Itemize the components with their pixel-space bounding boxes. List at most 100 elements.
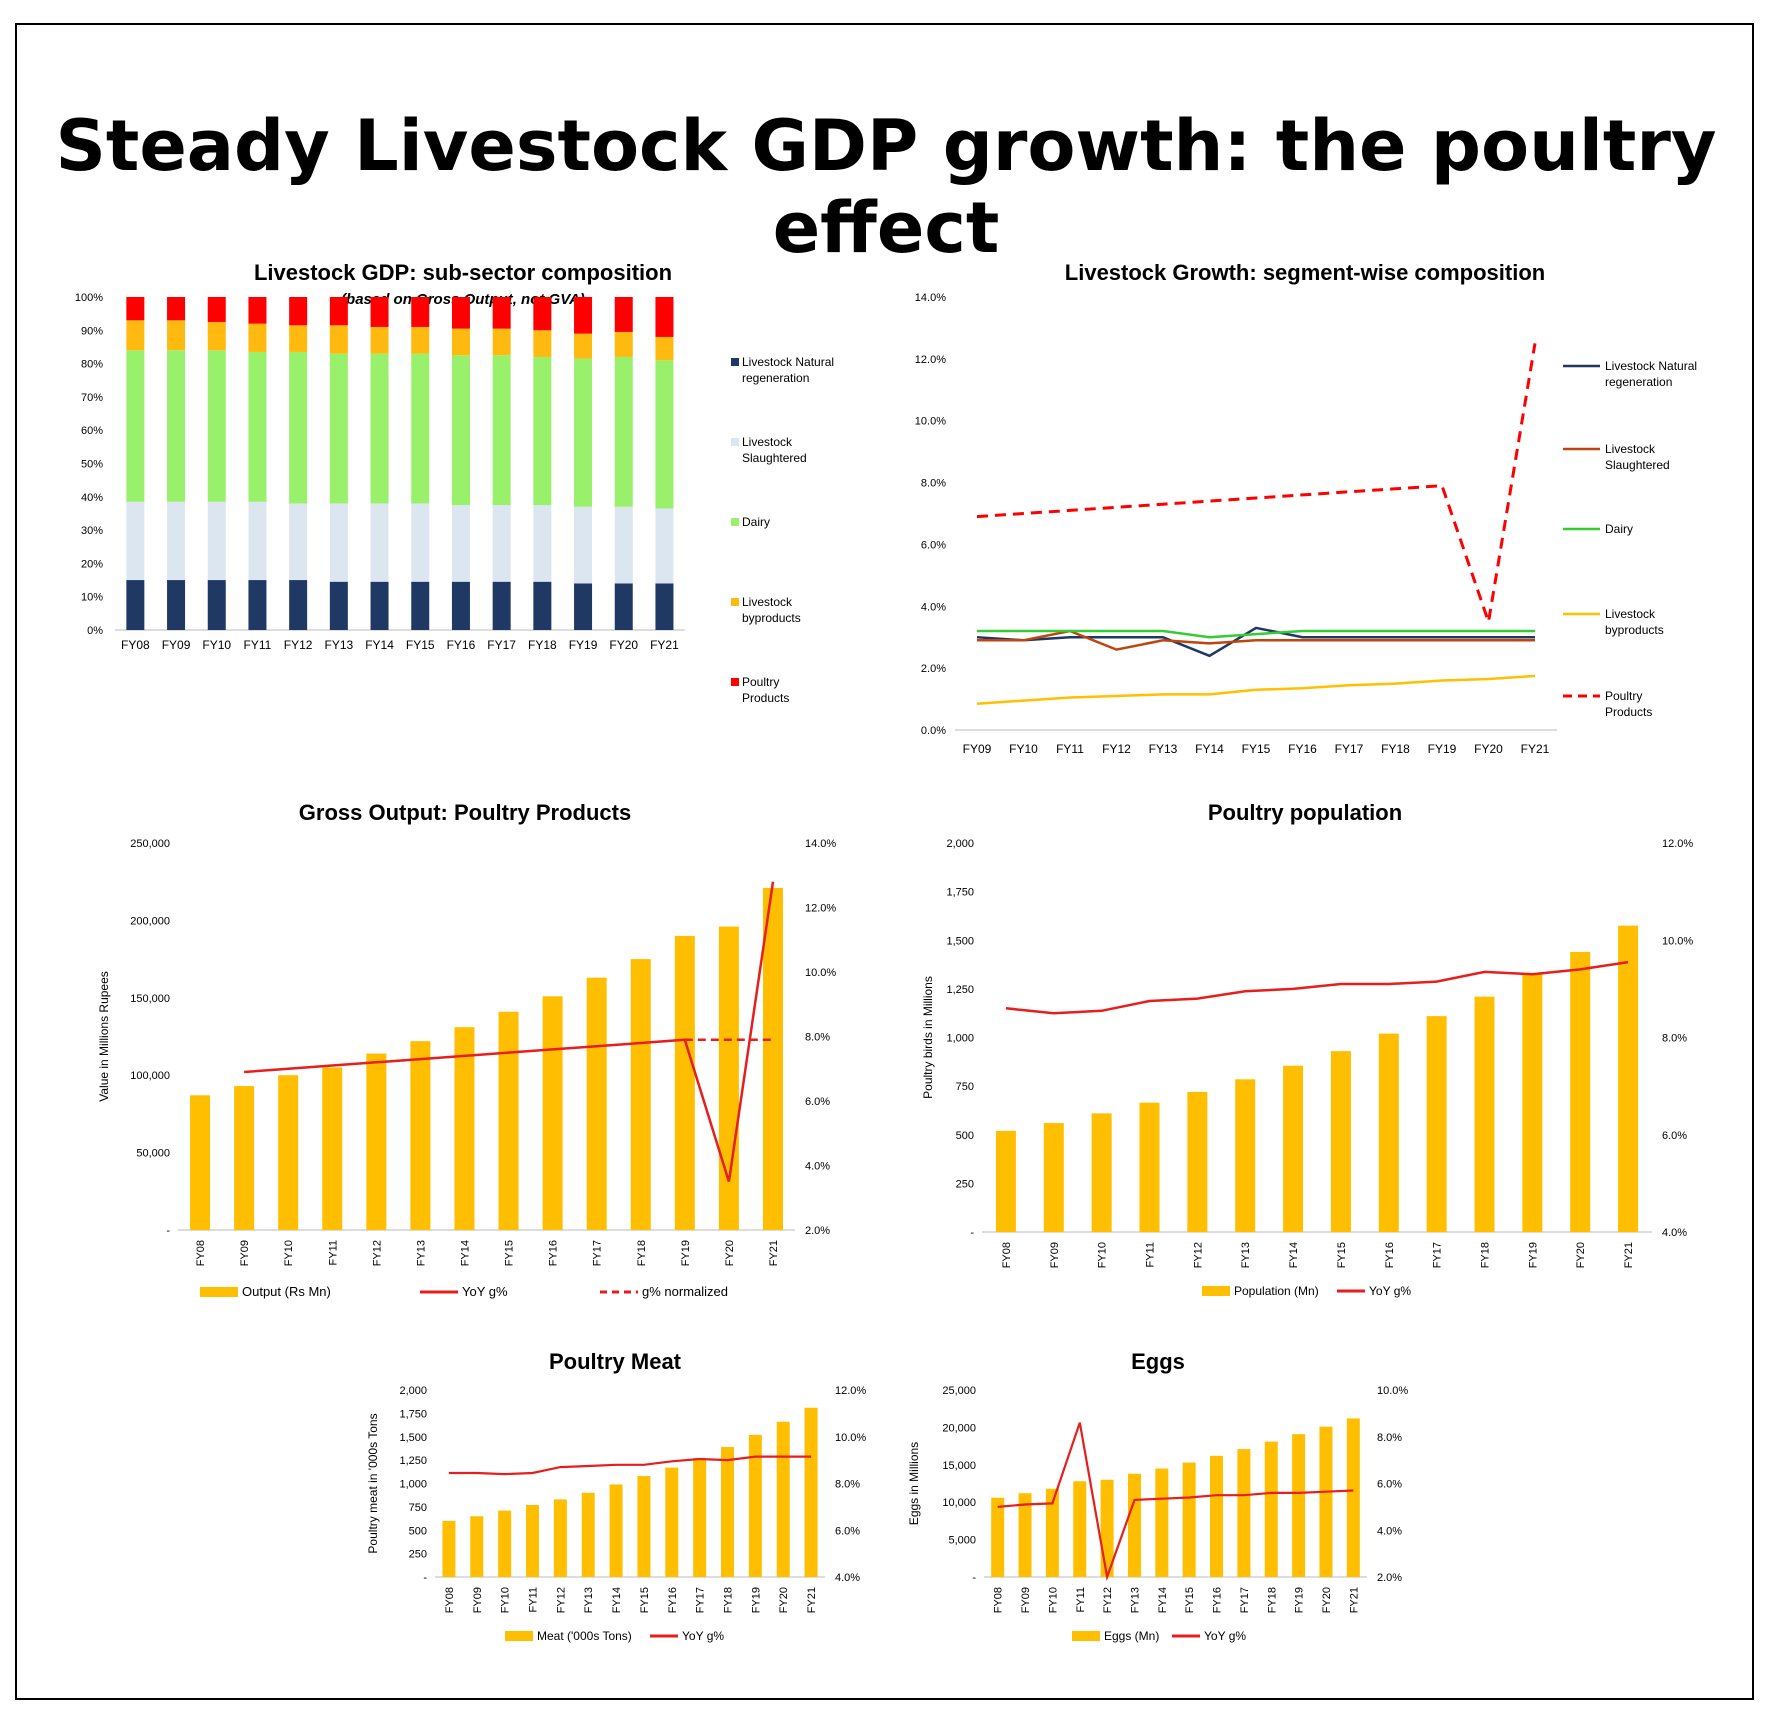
y-tick-label: 1,000 [399, 1479, 427, 1491]
legend-label: YoY g% [1204, 1629, 1246, 1643]
legend-label: Livestock [742, 595, 793, 609]
legend-label: Livestock Natural [742, 355, 834, 369]
y2-tick-label: 8.0% [1662, 1033, 1687, 1045]
bar [410, 1041, 431, 1230]
y-tick-label: 10% [81, 592, 103, 604]
y-tick-label: - [423, 1572, 427, 1584]
bar [1346, 1418, 1360, 1577]
bar [1330, 1051, 1351, 1232]
bar-segment-poultry-products [655, 297, 674, 337]
bar [748, 1434, 762, 1577]
x-tick-label: FY15 [406, 638, 435, 652]
bar [586, 977, 607, 1230]
bar-segment-livestock-slaughtered [492, 505, 511, 582]
bar [366, 1053, 387, 1230]
chart-title: Eggs [1131, 1349, 1185, 1374]
x-tick-label: FY19 [569, 638, 598, 652]
bar-segment-dairy [655, 360, 674, 509]
bar-segment-dairy [207, 350, 226, 502]
bar [804, 1407, 818, 1577]
x-tick-label: FY19 [680, 1240, 692, 1266]
x-tick-label: FY16 [1384, 1242, 1396, 1268]
chart-meat: Poultry Meat - 250 500 750 1,000 1,250 1,500 1,7… [366, 1349, 866, 1643]
bar-segment-poultry-products [207, 297, 226, 322]
legend-label: Slaughtered [742, 451, 807, 465]
bar [581, 1492, 595, 1577]
y-tick-label: 50% [81, 459, 103, 471]
x-tick-label: FY09 [1020, 1587, 1032, 1613]
y-tick-label: 250,000 [130, 838, 170, 850]
x-tick-label: FY12 [1102, 1587, 1114, 1613]
x-tick-label: FY17 [1335, 742, 1364, 756]
legend-label: regeneration [1605, 375, 1672, 389]
x-tick-label: FY11 [1075, 1587, 1087, 1612]
bar-segment-livestock-byproducts [492, 328, 511, 356]
chart-title: Poultry population [1208, 800, 1402, 825]
page-title: Steady Livestock GDP growth: the poultry… [55, 105, 1717, 269]
x-tick-label: FY20 [609, 638, 638, 652]
bar-segment-livestock-natural-regeneration [451, 581, 470, 630]
x-tick-label: FY15 [504, 1240, 516, 1266]
legend-swatch [1202, 1286, 1230, 1296]
y2-tick-label: 4.0% [1662, 1227, 1687, 1239]
x-tick-label: FY21 [1623, 1242, 1635, 1268]
bar [442, 1520, 456, 1577]
bar-segment-dairy [329, 353, 348, 504]
x-tick-label: FY14 [1157, 1587, 1169, 1613]
bar-segment-poultry-products [167, 297, 186, 321]
y2-tick-label: 12.0% [835, 1385, 866, 1397]
y2-tick-label: 2.0% [1377, 1572, 1402, 1584]
bar-segment-poultry-products [248, 297, 267, 324]
x-tick-label: FY12 [284, 638, 313, 652]
bar-segment-dairy [126, 350, 145, 502]
x-tick-label: FY21 [768, 1240, 780, 1266]
y-tick-label: 30% [81, 525, 103, 537]
x-tick-label: FY11 [528, 1587, 540, 1612]
bar [991, 1497, 1005, 1577]
bar-segment-livestock-natural-regeneration [492, 581, 511, 630]
bar-segment-livestock-slaughtered [533, 505, 552, 582]
x-tick-label: FY20 [778, 1587, 790, 1613]
bar [1570, 951, 1591, 1232]
bar-segment-dairy [370, 353, 389, 504]
y-tick-label: 14.0% [915, 292, 946, 304]
x-tick-label: FY13 [415, 1240, 427, 1266]
x-tick-label: FY13 [325, 638, 354, 652]
x-tick-label: FY09 [1049, 1242, 1061, 1268]
y-tick-label: 0.0% [921, 725, 946, 737]
bar [1155, 1468, 1169, 1577]
bar [498, 1011, 519, 1230]
x-tick-label: FY12 [371, 1240, 383, 1266]
y2-tick-label: 14.0% [805, 838, 836, 850]
y-tick-label: 10,000 [942, 1497, 976, 1509]
bar-segment-dairy [289, 351, 308, 504]
series-line-livestock-natural-regeneration [976, 626, 1535, 658]
bar [1018, 1493, 1032, 1577]
legend-label: YoY g% [462, 1284, 508, 1299]
x-tick-label: FY08 [195, 1240, 207, 1266]
bar-segment-livestock-natural-regeneration [289, 580, 308, 630]
bar [1045, 1488, 1059, 1577]
bar-segment-livestock-slaughtered [655, 508, 674, 584]
y-tick-label: - [972, 1572, 976, 1584]
bar [721, 1447, 734, 1577]
bar [1182, 1462, 1196, 1577]
y-tick-label: 2,000 [946, 838, 974, 850]
legend-label: Products [742, 691, 789, 705]
bar-segment-dairy [533, 356, 552, 506]
series-line-yoy-g [448, 1455, 812, 1476]
y-tick-label: 1,750 [946, 887, 974, 899]
bar [718, 926, 739, 1230]
x-tick-label: FY19 [1294, 1587, 1306, 1613]
x-tick-label: FY21 [1521, 742, 1550, 756]
x-tick-label: FY19 [1428, 742, 1457, 756]
x-tick-label: FY16 [667, 1587, 679, 1613]
bar-segment-livestock-byproducts [655, 336, 674, 361]
bar-segment-livestock-natural-regeneration [411, 581, 430, 630]
x-tick-label: FY10 [1097, 1242, 1109, 1268]
y-tick-label: 100,000 [130, 1070, 170, 1082]
y2-tick-label: 6.0% [1662, 1130, 1687, 1142]
bar-segment-livestock-slaughtered [411, 503, 430, 582]
x-tick-label: FY11 [327, 1240, 339, 1265]
series-line-livestock-byproducts [976, 674, 1536, 705]
